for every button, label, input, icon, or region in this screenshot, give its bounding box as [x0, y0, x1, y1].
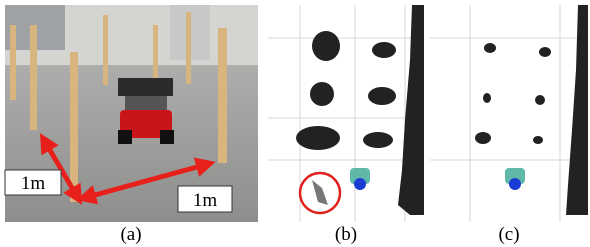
robot-frame — [125, 96, 167, 110]
robot-dot — [354, 178, 366, 190]
panel-caption: (b) — [335, 224, 357, 245]
robot-dot — [509, 178, 521, 190]
post — [103, 15, 108, 85]
post — [10, 25, 16, 100]
obstacle — [372, 42, 396, 58]
obstacle — [368, 87, 396, 105]
photo-panel: 1m 1m — [5, 5, 258, 222]
distance-label: 1m — [193, 190, 218, 211]
panel-caption: (c) — [498, 224, 519, 245]
obstacle — [363, 132, 393, 148]
obstacle — [539, 47, 551, 57]
post — [186, 12, 191, 84]
post — [153, 25, 158, 80]
obstacle — [533, 136, 543, 144]
obstacle — [312, 31, 340, 61]
post — [70, 52, 78, 202]
wheel — [160, 130, 174, 144]
robot — [118, 78, 174, 144]
map-panel — [268, 5, 424, 222]
post — [30, 25, 37, 130]
post — [218, 28, 227, 163]
obstacle — [483, 93, 491, 103]
obstacle — [475, 132, 491, 144]
obstacle — [296, 126, 340, 150]
laptop — [118, 78, 173, 96]
wheel — [118, 130, 132, 144]
obstacle — [535, 95, 545, 105]
panel-caption: (a) — [120, 224, 141, 245]
distance-label: 1m — [21, 173, 46, 194]
figure: 1m 1m — [0, 0, 590, 247]
map-panel — [430, 5, 588, 222]
page: 1m 1m — [0, 0, 590, 247]
obstacle — [484, 43, 496, 53]
obstacle — [310, 82, 334, 106]
